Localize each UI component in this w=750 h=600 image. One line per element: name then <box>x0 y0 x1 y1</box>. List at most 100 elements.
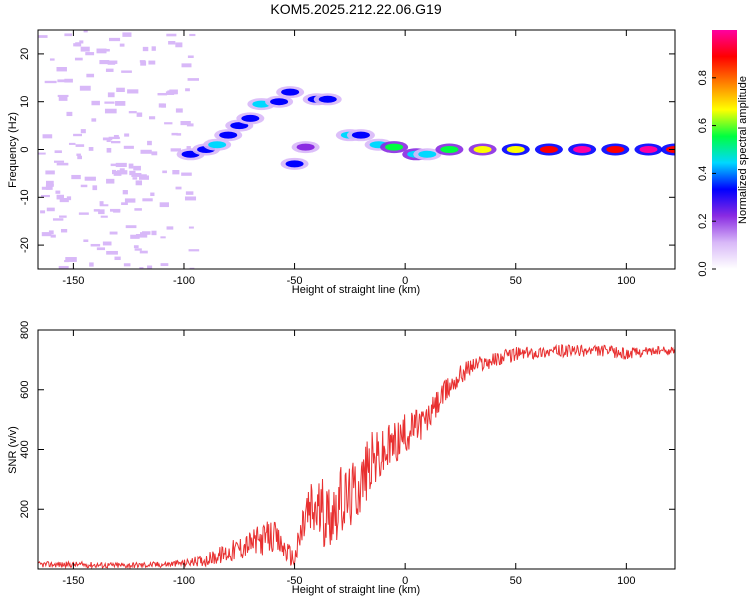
ridge-point-14 <box>351 131 370 139</box>
noise-speck-69 <box>186 123 194 127</box>
y-tick-label-0: -20 <box>19 237 31 253</box>
colorbar-tick-label-3: 0.6 <box>697 118 709 133</box>
snr-plot-area <box>38 330 675 569</box>
noise-speck-94 <box>86 73 95 78</box>
noise-speck-175 <box>113 171 122 176</box>
x-tick-label-2: -50 <box>287 575 303 587</box>
noise-speck-97 <box>133 165 141 171</box>
noise-speck-125 <box>98 209 105 215</box>
noise-speck-82 <box>133 245 139 249</box>
noise-speck-15 <box>185 191 194 195</box>
noise-speck-25 <box>57 79 69 83</box>
noise-speck-37 <box>49 58 55 61</box>
x-tick-label-1: -100 <box>173 275 195 287</box>
y-tick-label-3: 10 <box>19 96 31 108</box>
noise-speck-61 <box>121 202 128 206</box>
noise-speck-143 <box>127 89 139 94</box>
ridge-point-10 <box>296 143 315 151</box>
noise-speck-114 <box>58 265 69 269</box>
noise-speck-107 <box>172 170 180 175</box>
noise-speck-70 <box>124 133 130 137</box>
ridge-point-25 <box>639 146 658 153</box>
noise-speck-118 <box>77 155 82 160</box>
noise-speck-130 <box>167 90 177 95</box>
noise-speck-129 <box>124 198 136 203</box>
noise-speck-22 <box>79 40 84 44</box>
y-tick-label-3: 800 <box>19 321 31 339</box>
noise-speck-87 <box>135 180 143 186</box>
colorbar-ticks: 0.0 0.2 0.4 0.6 0.8 <box>697 70 716 277</box>
ridge-point-22 <box>539 146 558 153</box>
ridge-point-12 <box>318 95 337 103</box>
x-tick-label-3: 0 <box>402 275 408 287</box>
x-tick-label-4: 50 <box>510 575 522 587</box>
x-tick-label-5: 100 <box>617 275 635 287</box>
x-tick-label-4: 50 <box>510 275 522 287</box>
noise-speck-176 <box>151 46 156 51</box>
noise-speck-6 <box>56 162 69 166</box>
noise-speck-169 <box>157 92 168 96</box>
spectrogram-y-ticks: -20 -10 0 10 20 <box>19 48 675 253</box>
noise-speck-121 <box>147 265 153 269</box>
noise-speck-42 <box>108 37 121 42</box>
noise-speck-123 <box>187 55 194 58</box>
noise-speck-109 <box>91 118 97 122</box>
noise-speck-13 <box>59 215 67 218</box>
noise-speck-104 <box>104 101 115 104</box>
noise-speck-8 <box>64 33 72 37</box>
noise-speck-93 <box>55 190 61 194</box>
noise-speck-131 <box>44 80 57 84</box>
noise-speck-174 <box>134 208 142 211</box>
ridge-point-4 <box>230 122 249 130</box>
noise-speck-62 <box>151 151 158 156</box>
noise-speck-168 <box>59 198 69 203</box>
noise-speck-122 <box>116 87 125 93</box>
noise-speck-140 <box>76 153 81 156</box>
noise-speck-137 <box>88 147 94 151</box>
noise-speck-78 <box>109 231 118 235</box>
noise-speck-5 <box>65 257 77 262</box>
noise-speck-27 <box>140 61 147 66</box>
noise-speck-53 <box>85 52 95 56</box>
noise-speck-63 <box>175 42 183 48</box>
noise-speck-166 <box>41 186 51 190</box>
y-tick-label-1: -10 <box>19 189 31 205</box>
noise-speck-98 <box>54 150 62 154</box>
noise-speck-65 <box>58 95 68 101</box>
noise-speck-173 <box>181 172 192 176</box>
noise-speck-167 <box>171 132 178 136</box>
noise-speck-134 <box>60 228 68 233</box>
noise-speck-113 <box>136 174 147 177</box>
noise-speck-100 <box>53 160 65 163</box>
noise-speck-20 <box>123 263 131 267</box>
y-tick-label-4: 20 <box>19 48 31 60</box>
y-tick-label-2: 600 <box>19 381 31 399</box>
noise-speck-9 <box>122 190 128 195</box>
noise-speck-83 <box>104 108 117 114</box>
colorbar-tick-label-4: 0.8 <box>697 70 709 85</box>
noise-speck-148 <box>52 218 64 221</box>
y-tick-label-2: 0 <box>19 146 31 152</box>
noise-speck-116 <box>83 30 88 33</box>
noise-speck-160 <box>102 241 112 246</box>
noise-speck-158 <box>139 60 146 63</box>
colorbar-label: Normalized spectral amplitude <box>737 76 749 224</box>
noise-speck-33 <box>134 248 142 251</box>
noise-speck-79 <box>75 144 85 147</box>
noise-speck-179 <box>185 88 190 92</box>
ridge-point-8 <box>281 88 300 96</box>
snr-y-ticks: 200 400 600 800 <box>19 321 675 518</box>
noise-speck-32 <box>160 236 166 239</box>
noise-speck-110 <box>96 247 106 251</box>
noise-speck-47 <box>115 162 127 168</box>
noise-speck-159 <box>188 249 200 252</box>
noise-speck-38 <box>66 196 72 201</box>
noise-speck-30 <box>114 256 121 261</box>
noise-speck-3 <box>139 250 148 254</box>
noise-speck-117 <box>73 133 82 137</box>
noise-speck-108 <box>64 78 73 83</box>
noise-speck-106 <box>84 176 96 181</box>
noise-speck-161 <box>104 48 110 52</box>
